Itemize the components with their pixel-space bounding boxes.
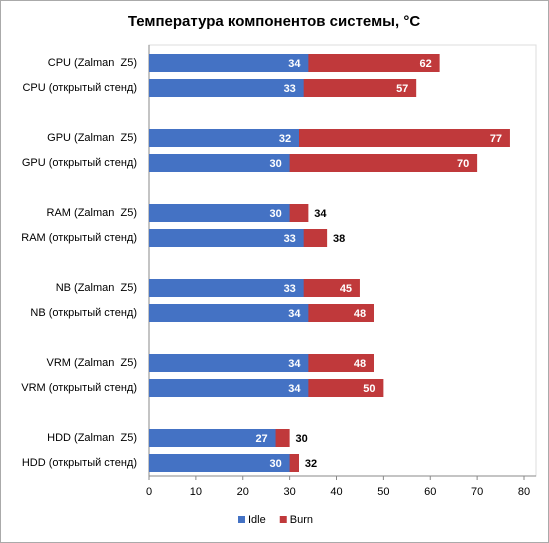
value-label: 34	[288, 58, 301, 70]
y-tick-label: GPU (Zalman Z5)	[47, 132, 137, 144]
value-label: 32	[279, 133, 291, 145]
value-label: 30	[270, 158, 282, 170]
y-tick-label: RAM (Zalman Z5)	[47, 207, 137, 219]
value-label: 34	[288, 358, 301, 370]
bar	[149, 79, 304, 97]
y-tick-label: RAM (открытый стенд)	[21, 232, 137, 244]
value-label: 50	[363, 383, 375, 395]
x-tick-label: 60	[424, 486, 436, 498]
x-tick-label: 50	[377, 486, 389, 498]
x-tick-label: 10	[190, 486, 202, 498]
bar	[149, 354, 309, 372]
value-label: 48	[354, 308, 366, 320]
value-label: 34	[288, 383, 301, 395]
y-tick-label: NB (открытый стенд)	[30, 307, 137, 319]
value-label: 77	[490, 133, 502, 145]
bar	[149, 454, 290, 472]
y-tick-label: HDD (открытый стенд)	[22, 457, 137, 469]
y-tick-label: NB (Zalman Z5)	[56, 282, 137, 294]
value-label: 34	[314, 208, 327, 220]
bar	[149, 229, 304, 247]
x-tick-label: 30	[284, 486, 296, 498]
bar	[149, 129, 299, 147]
chart-title: Температура компонентов системы, °C	[128, 13, 420, 30]
bar	[149, 279, 304, 297]
bar	[149, 204, 290, 222]
x-tick-label: 70	[471, 486, 483, 498]
x-tick-label: 40	[330, 486, 342, 498]
value-label: 30	[270, 458, 282, 470]
x-tick-label: 80	[518, 486, 530, 498]
y-tick-label: VRM (Zalman Z5)	[47, 357, 137, 369]
bar	[149, 429, 276, 447]
value-label: 45	[340, 283, 352, 295]
value-label: 62	[420, 58, 432, 70]
bar	[149, 379, 309, 397]
bar	[149, 54, 309, 72]
value-label: 33	[284, 283, 296, 295]
legend-swatch	[238, 516, 245, 523]
value-label: 48	[354, 358, 366, 370]
value-label: 57	[396, 83, 408, 95]
legend-swatch	[279, 516, 287, 523]
value-label: 70	[457, 158, 469, 170]
bar	[149, 154, 290, 172]
y-tick-label: GPU (открытый стенд)	[22, 157, 137, 169]
x-tick-label: 0	[146, 486, 152, 498]
value-label: 30	[296, 433, 308, 445]
value-label: 27	[255, 433, 267, 445]
legend-label: Burn	[290, 514, 313, 526]
value-label: 33	[284, 233, 296, 245]
value-label: 33	[284, 83, 296, 95]
value-label: 34	[288, 308, 301, 320]
y-tick-label: CPU (открытый стенд)	[22, 82, 137, 94]
value-label: 30	[270, 208, 282, 220]
y-tick-label: VRM (открытый стенд)	[21, 382, 137, 394]
x-tick-label: 20	[237, 486, 249, 498]
y-tick-label: CPU (Zalman Z5)	[48, 57, 137, 69]
value-label: 32	[305, 458, 317, 470]
y-tick-label: HDD (Zalman Z5)	[47, 432, 137, 444]
legend-label: Idle	[248, 514, 266, 526]
bar	[149, 304, 309, 322]
value-label: 38	[333, 233, 345, 245]
plot-area	[148, 44, 537, 477]
